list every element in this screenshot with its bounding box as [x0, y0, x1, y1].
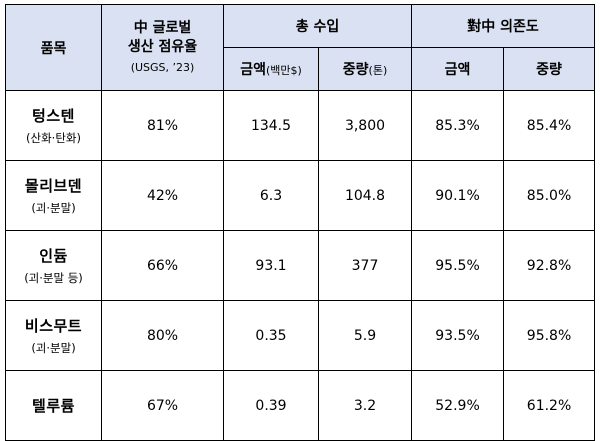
item-cell: 텔루륨 — [5, 370, 102, 441]
item-cell: 비스무트 (괴·분말) — [5, 300, 102, 371]
dependence-weight-cell: 85.4% — [503, 90, 596, 161]
total-imports-header: 총 수입 — [222, 4, 413, 48]
item-form: (괴·분말) — [31, 341, 76, 355]
global-share-header-line1: 中 글로벌 — [133, 19, 192, 36]
item-name: 텔루륨 — [32, 397, 75, 415]
imports-amount-unit: (백만$) — [265, 64, 302, 77]
global-share-cell: 42% — [101, 160, 224, 231]
dependence-weight-header: 중량 — [503, 47, 596, 91]
global-share-source: (USGS, ’23) — [130, 60, 195, 74]
dependence-weight-cell: 95.8% — [503, 300, 596, 371]
header-row-2: 금액(백만$) 중량(톤) 금액 중량 — [6, 47, 596, 91]
imports-weight-cell: 377 — [317, 230, 413, 301]
imports-weight-cell: 5.9 — [317, 300, 413, 371]
imports-weight-label: 중량 — [342, 62, 369, 78]
dependence-weight-cell: 61.2% — [503, 370, 596, 441]
imports-amount-cell: 93.1 — [223, 230, 319, 301]
global-share-header: 中 글로벌 생산 점유율 (USGS, ’23) — [101, 4, 224, 91]
header-row-1: 품목 中 글로벌 생산 점유율 (USGS, ’23) 총 수입 對中 의존도 — [5, 4, 596, 91]
dependence-weight-cell: 92.8% — [503, 230, 596, 301]
china-dependence-header: 對中 의존도 — [411, 4, 596, 48]
global-share-cell: 67% — [101, 370, 224, 441]
dependence-amount-cell: 95.5% — [411, 230, 505, 301]
imports-amount-cell: 134.5 — [223, 90, 319, 161]
dependence-amount-cell: 90.1% — [411, 160, 505, 231]
item-form: (괴·분말) — [31, 201, 76, 215]
imports-amount-header: 금액(백만$) — [223, 47, 319, 91]
dependence-amount-cell: 93.5% — [411, 300, 505, 371]
dependence-amount-cell: 52.9% — [411, 370, 505, 441]
item-form: (괴·분말 등) — [24, 271, 83, 285]
item-name: 텅스텐 — [32, 107, 75, 125]
dependence-weight-cell: 85.0% — [503, 160, 596, 231]
imports-weight-cell: 104.8 — [317, 160, 413, 231]
imports-amount-cell: 0.35 — [223, 300, 319, 371]
dependence-amount-cell: 85.3% — [411, 90, 505, 161]
global-share-cell: 80% — [101, 300, 224, 371]
imports-weight-cell: 3,800 — [317, 90, 413, 161]
item-name: 인듐 — [39, 247, 68, 265]
imports-weight-header: 중량(톤) — [317, 47, 413, 91]
item-name: 몰리브덴 — [24, 177, 83, 195]
table-row: 인듐 (괴·분말 등) 66% 93.1 377 95.5% 92.8% — [5, 230, 596, 301]
dependence-amount-header: 금액 — [411, 47, 505, 91]
table-row: 텔루륨 67% 0.39 3.2 52.9% 61.2% — [5, 370, 596, 441]
item-name: 비스무트 — [24, 317, 83, 335]
item-cell: 텅스텐 (산화·탄화) — [5, 90, 102, 161]
global-share-cell: 66% — [101, 230, 224, 301]
item-header: 품목 — [5, 4, 102, 91]
global-share-cell: 81% — [101, 90, 224, 161]
table-row: 몰리브덴 (괴·분말) 42% 6.3 104.8 90.1% 85.0% — [5, 160, 596, 231]
imports-weight-cell: 3.2 — [317, 370, 413, 441]
import-dependence-table: 품목 中 글로벌 생산 점유율 (USGS, ’23) 총 수입 對中 의존도 … — [5, 4, 596, 441]
table-row: 비스무트 (괴·분말) 80% 0.35 5.9 93.5% 95.8% — [5, 300, 596, 371]
item-cell: 몰리브덴 (괴·분말) — [5, 160, 102, 231]
table-row: 텅스텐 (산화·탄화) 81% 134.5 3,800 85.3% 85.4% — [5, 90, 596, 161]
imports-weight-unit: (톤) — [368, 64, 388, 77]
item-form: (산화·탄화) — [26, 131, 81, 145]
item-cell: 인듐 (괴·분말 등) — [5, 230, 102, 301]
global-share-header-line2: 생산 점유율 — [127, 38, 198, 55]
imports-amount-label: 금액 — [240, 62, 266, 78]
imports-amount-cell: 6.3 — [223, 160, 319, 231]
imports-amount-cell: 0.39 — [223, 370, 319, 441]
